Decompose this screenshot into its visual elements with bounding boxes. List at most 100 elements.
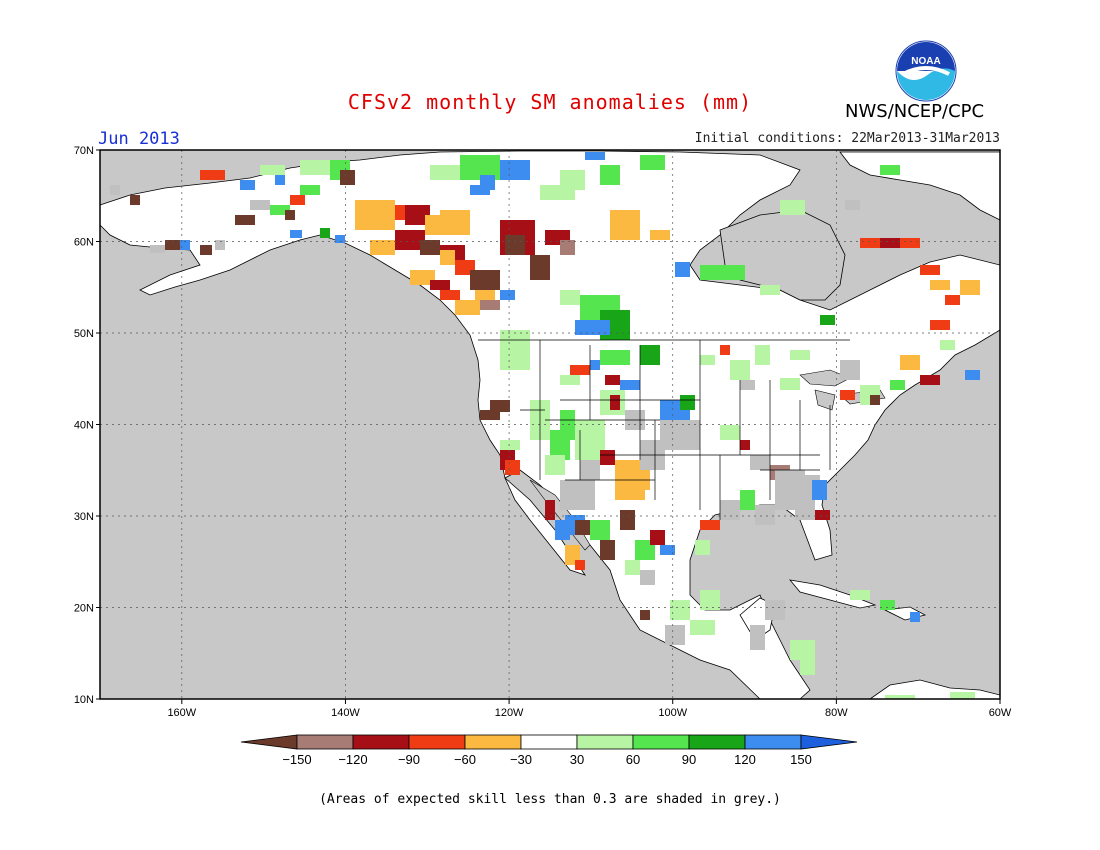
lat-label: 60N (74, 237, 94, 249)
anomaly-cells (110, 152, 980, 699)
forecast-period: Jun 2013 (98, 129, 180, 149)
anomaly-cell (650, 530, 665, 545)
colorbar-label: 120 (734, 752, 756, 767)
anomaly-cell (560, 170, 585, 190)
colorbar-swatch (352, 734, 410, 750)
lat-label: 20N (74, 603, 94, 615)
anomaly-cell (490, 400, 510, 412)
anomaly-cell (570, 365, 590, 375)
initial-conditions: Initial conditions: 22Mar2013-31Mar2013 (694, 131, 1000, 146)
anomaly-cell (395, 230, 425, 250)
anomaly-cell (575, 320, 610, 335)
anomaly-cell (815, 510, 830, 520)
anomaly-cell (270, 205, 290, 215)
anomaly-cell (560, 480, 595, 510)
anomaly-cell (505, 460, 520, 475)
anomaly-cell (590, 360, 600, 370)
lat-label: 70N (74, 145, 94, 157)
anomaly-cell (250, 200, 270, 210)
anomaly-cell (780, 200, 805, 215)
anomaly-cell (700, 520, 720, 530)
anomaly-cell (575, 520, 590, 535)
anomaly-cell (180, 240, 190, 250)
colorbar-label: 30 (570, 752, 584, 767)
anomaly-cell (755, 505, 775, 525)
anomaly-cell (505, 235, 525, 255)
anomaly-cell (240, 180, 255, 190)
colorbar-swatch (632, 734, 690, 750)
lat-label: 30N (74, 511, 94, 523)
anomaly-cell (695, 540, 710, 555)
anomaly-cell (680, 395, 695, 410)
anomaly-cell (335, 235, 345, 243)
graticule (100, 150, 1000, 699)
logo-text: NOAA (911, 56, 940, 67)
organization-label: NWS/NCEP/CPC (845, 101, 985, 122)
anomaly-cell (440, 250, 455, 265)
lat-label: 10N (74, 694, 94, 706)
colorbar-arrow-high (800, 734, 858, 750)
anomaly-cell (480, 300, 500, 310)
anomaly-cell (560, 240, 575, 255)
anomaly-cell (840, 360, 860, 380)
anomaly-cell (600, 540, 615, 560)
anomaly-cell (545, 455, 565, 475)
anomaly-cell (235, 215, 255, 225)
anomaly-cell (530, 255, 550, 280)
anomaly-cell (590, 520, 610, 540)
colorbar-label: −30 (510, 752, 532, 767)
lon-label: 80W (825, 707, 848, 719)
colorbar: −150 −120 −90 −60 −30 30 60 90 120 150 (240, 734, 858, 767)
anomaly-cell (920, 375, 940, 385)
anomaly-cell (355, 200, 395, 230)
anomaly-cell (740, 490, 755, 510)
anomaly-cell (500, 160, 530, 180)
anomaly-cell (740, 440, 750, 450)
anomaly-cell (760, 285, 780, 295)
anomaly-cell (500, 440, 520, 450)
anomaly-cell (260, 165, 285, 175)
anomaly-cell (900, 355, 920, 370)
anomaly-cell (455, 300, 480, 315)
noaa-logo: NOAA (895, 40, 957, 102)
colorbar-label: −150 (282, 752, 311, 767)
colorbar-label: 60 (626, 752, 640, 767)
anomaly-cell (640, 155, 665, 170)
anomaly-cell (700, 590, 720, 610)
anomaly-cell (960, 280, 980, 295)
colorbar-label: 90 (682, 752, 696, 767)
colorbar-label: −60 (454, 752, 476, 767)
anomaly-cell (480, 410, 500, 420)
anomaly-cell (845, 200, 860, 210)
anomaly-cell (585, 152, 605, 160)
lat-label: 40N (74, 420, 94, 432)
anomaly-cell (840, 390, 855, 400)
colorbar-arrow-low (240, 734, 298, 750)
colorbar-label: −90 (398, 752, 420, 767)
anomaly-cell (730, 360, 750, 380)
anomaly-cell (300, 185, 320, 195)
great-lake-0 (799, 369, 851, 387)
anomaly-cell (285, 210, 295, 220)
anomaly-cell (780, 378, 800, 390)
anomaly-cell (150, 245, 165, 253)
anomaly-cell (910, 612, 920, 622)
anomaly-cell (940, 340, 955, 350)
anomaly-cell (610, 395, 620, 410)
anomaly-cell (755, 345, 770, 365)
colorbar-swatch (464, 734, 522, 750)
lon-label: 160W (167, 707, 196, 719)
anomaly-cell (720, 345, 730, 355)
anomaly-cell (575, 560, 585, 570)
anomaly-cell (800, 660, 815, 675)
anomaly-cell (850, 590, 870, 600)
anomaly-cell (660, 545, 675, 555)
anomaly-cell (560, 375, 580, 385)
anomaly-cell (820, 315, 835, 325)
anomaly-cell (795, 500, 815, 520)
anomaly-cell (290, 195, 305, 205)
anomaly-cell (440, 210, 470, 235)
anomaly-cell (690, 620, 715, 635)
anomaly-cell (720, 500, 740, 520)
anomaly-cell (620, 380, 640, 390)
